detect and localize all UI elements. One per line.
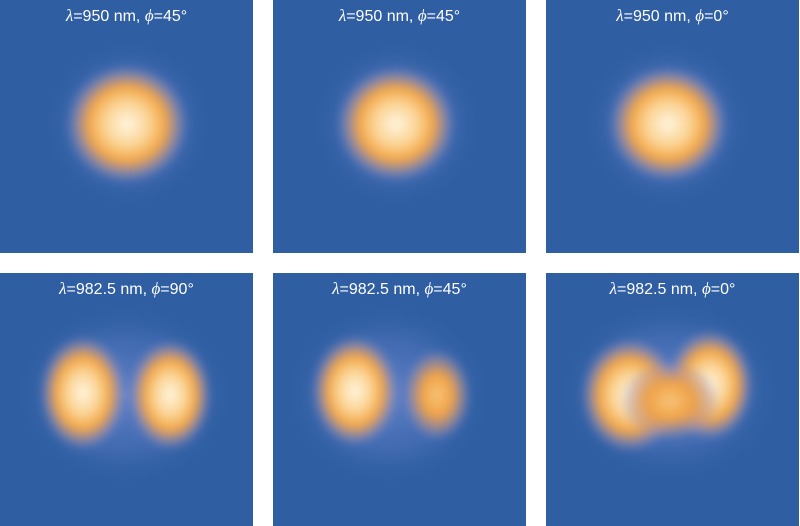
panel-caption: λ=950 nm, ϕ=0°: [616, 6, 729, 25]
beam-profile-single-spot: [583, 39, 753, 209]
panel-caption: λ=950 nm, ϕ=45°: [338, 6, 461, 25]
beam-panel-1: λ=950 nm, ϕ=45°: [0, 0, 253, 253]
panel-caption: λ=950 nm, ϕ=45°: [65, 6, 188, 25]
panel-caption: λ=982.5 nm, ϕ=90°: [59, 279, 194, 298]
beam-panel-2: λ=950 nm, ϕ=45°: [273, 0, 526, 253]
beam-profile-asymmetric-lobes: [283, 303, 493, 487]
beam-profile-single-spot: [312, 39, 482, 209]
beam-panel-3: λ=950 nm, ϕ=0°: [546, 0, 799, 253]
panel-caption: λ=982.5 nm, ϕ=45°: [332, 279, 467, 298]
beam-panel-6: λ=982.5 nm, ϕ=0°: [546, 273, 799, 526]
beam-profile-merged-lobes: [559, 299, 783, 483]
beam-panel-4: λ=982.5 nm, ϕ=90°: [0, 273, 253, 526]
beam-profile-two-lobes: [15, 303, 235, 487]
beam-profile-single-spot: [43, 39, 213, 209]
panel-caption: λ=982.5 nm, ϕ=0°: [609, 279, 736, 298]
beam-panel-5: λ=982.5 nm, ϕ=45°: [273, 273, 526, 526]
